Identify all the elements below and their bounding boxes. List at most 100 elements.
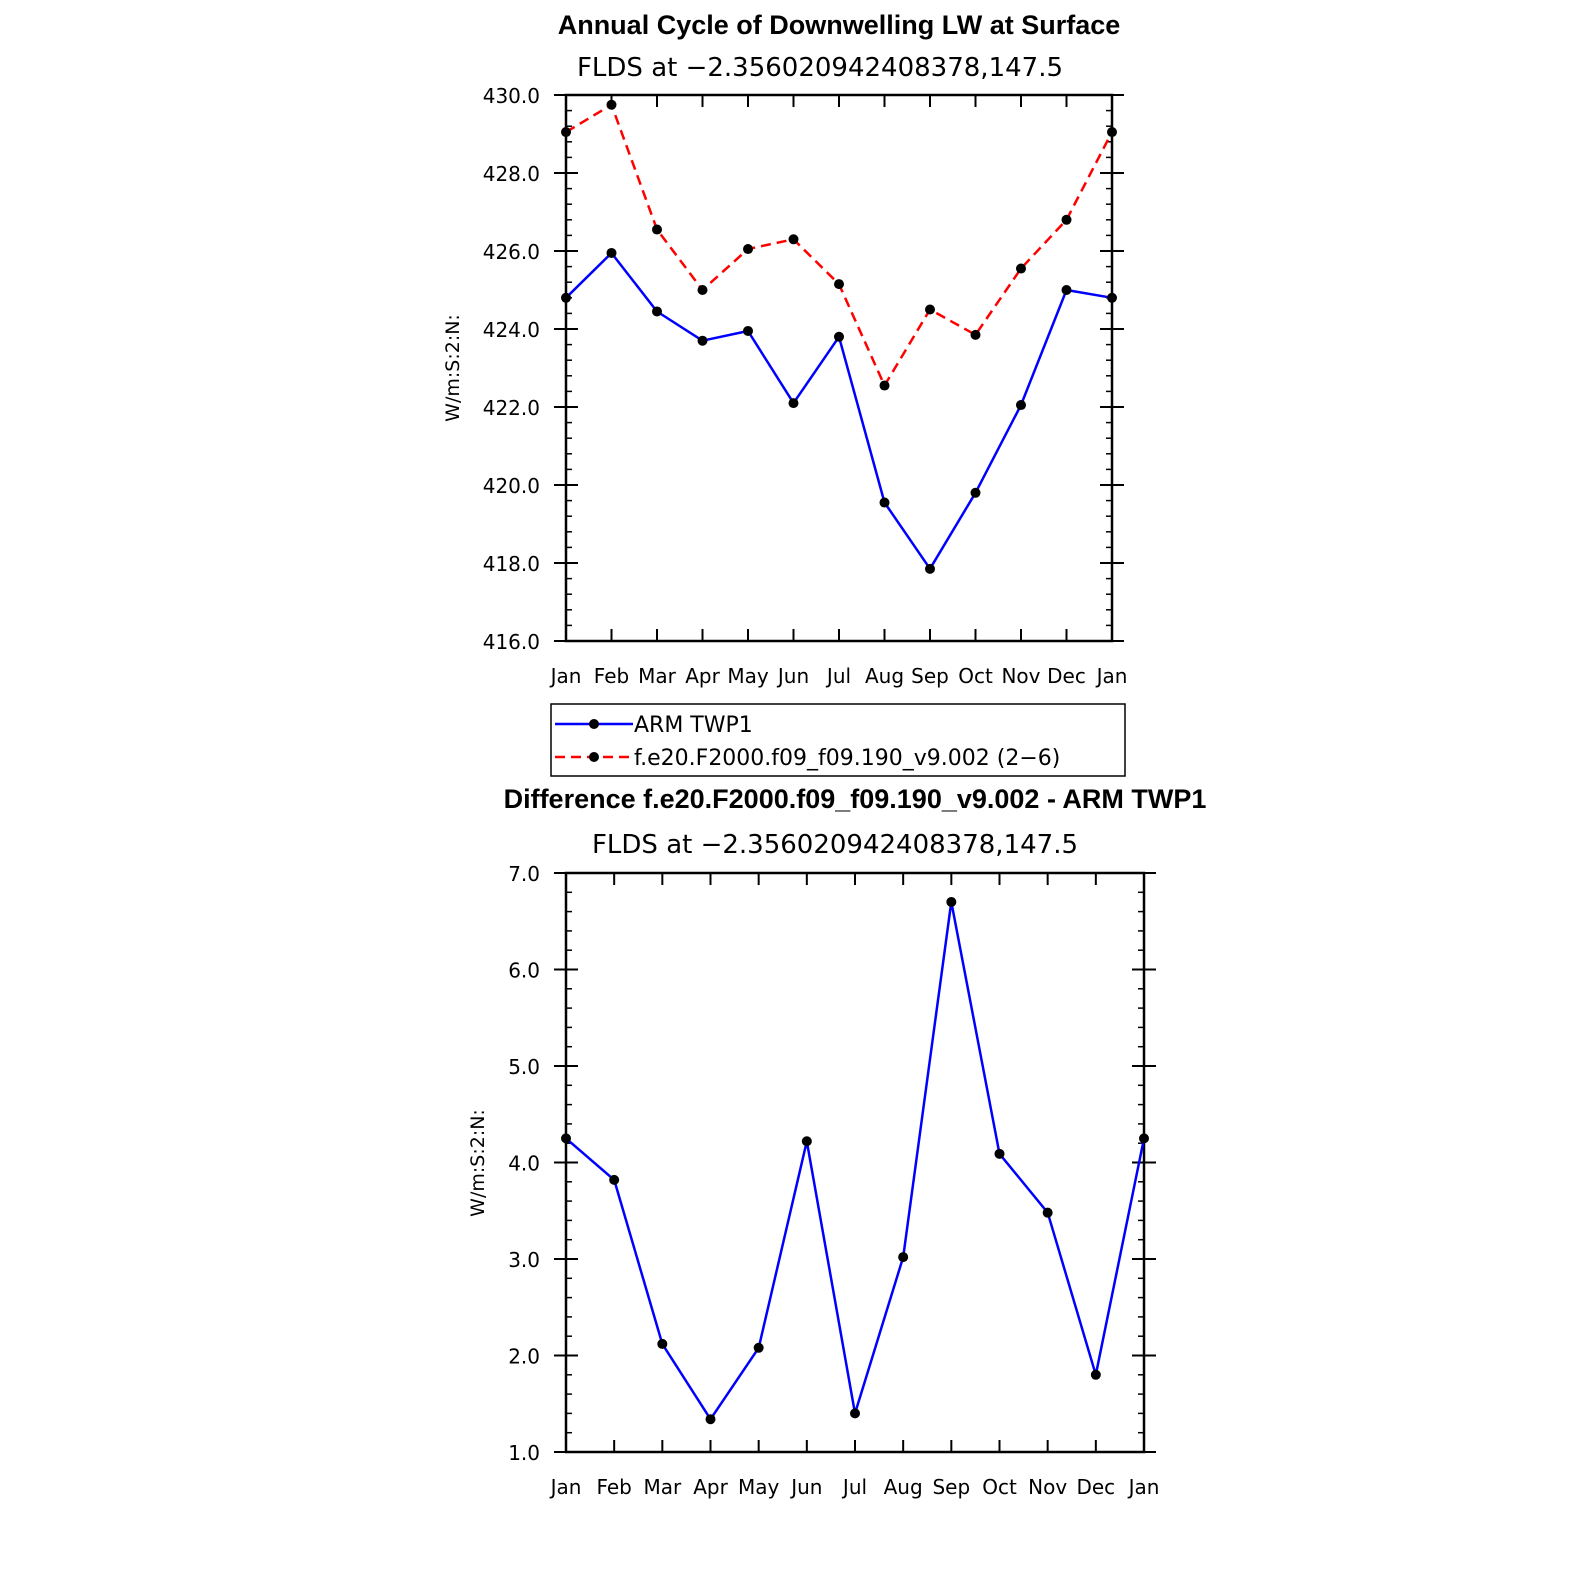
chart1-series-1-point [1016,400,1026,411]
chart1-series-2-point [1016,263,1026,274]
chart2-series [561,896,1149,1425]
chart2-series-1-point [850,1408,860,1419]
chart2-x-tick-label: Jan [549,1475,582,1499]
chart2-y-tick-label: 5.0 [508,1055,540,1079]
chart1-series-1-point [561,292,571,303]
chart1-series-2-point [606,99,617,110]
chart2-ticks: Jan Feb Mar Apr May Jun Jul Aug Sep Oct Nov Dec Jan 1… [508,862,1159,1499]
chart2-x-tick-label: Sep [932,1475,970,1499]
chart2-x-tick-label: Apr [693,1475,728,1499]
chart2-series-1-point [657,1338,668,1349]
legend-frame [550,703,1126,777]
difference-chart: Difference f.e20.F2000.f09_f09.190_v9.00… [467,784,1206,1499]
chart2-x-tick-label: Aug [884,1475,923,1499]
chart2-series-1-point [946,896,957,907]
chart1-series-2-point [652,224,662,235]
chart1-series-2-point [834,279,844,290]
chart2-x-tick-label: Jul [841,1475,867,1499]
legend-label-series-1: ARM TWP1 [634,713,753,738]
chart1-series-1-point [743,325,753,336]
chart1-series-2-point [1107,127,1117,138]
chart1-y-axis-label: W/m:S:2:N: [442,314,464,422]
chart1-series-1-point [1061,285,1072,295]
chart1-x-tick-label: Sep [911,664,949,688]
chart2-y-tick-label: 7.0 [508,862,540,886]
chart2-x-tick-label: Nov [1028,1475,1067,1499]
chart2-x-tick-label: Jan [1127,1475,1160,1499]
chart2-x-tick-label: Jun [789,1475,822,1499]
chart2-series-1-point [994,1148,1005,1159]
chart2-series-1-point [801,1136,812,1147]
chart2-y-tick-label: 1.0 [508,1441,540,1465]
chart1-series-1-line [565,251,1113,571]
chart1-x-tick-label: Jan [549,664,582,688]
chart2-series-1-line [565,900,1146,1421]
chart2-x-tick-label: Feb [596,1475,631,1499]
chart1-x-tick-label: Dec [1047,664,1086,688]
chart2-title: Difference f.e20.F2000.f09_f09.190_v9.00… [504,784,1207,814]
chart1-x-tick-label: Oct [958,664,993,688]
chart1-series-1-point [834,331,844,342]
legend-marker-series-2 [589,752,599,762]
chart2-y-tick-label: 3.0 [508,1248,540,1272]
chart1-y-tick-label: 418.0 [483,552,540,576]
chart1-series-2-point [697,285,708,295]
chart1-series-1-point [925,563,935,574]
annual-cycle-chart: Annual Cycle of Downwelling LW at Surfac… [442,10,1128,777]
chart1-x-tick-label: Apr [685,664,720,688]
chart2-series-1-point [561,1133,571,1144]
chart1-series-2-point [970,329,981,340]
chart1-x-tick-label: Feb [594,664,629,688]
chart2-y-tick-label: 4.0 [508,1152,540,1176]
chart2-series-1-point [705,1414,716,1425]
chart2-x-tick-label: May [738,1475,780,1499]
chart2-y-axis-label: W/m:S:2:N: [467,1109,489,1217]
chart1-x-tick-label: Jul [825,664,851,688]
chart2-y-tick-label: 2.0 [508,1345,540,1369]
chart1-series-1-point [652,306,662,317]
chart2-x-tick-label: Dec [1076,1475,1115,1499]
chart2-series-1-point [1090,1369,1101,1380]
chart1-series-1-point [697,335,708,346]
chart1-series-2-point [1061,214,1072,225]
chart1-x-tick-label: May [727,664,769,688]
chart1-series-1-point [788,398,799,409]
chart1-series-2-point [561,127,571,138]
chart1-y-tick-label: 416.0 [483,630,540,654]
chart1-series-2-point [743,244,753,255]
chart2-x-tick-label: Mar [643,1475,682,1499]
chart1-plot-frame [564,93,1114,643]
chart1-legend: ARM TWP1 f.e20.F2000.f09_f09.190_v9.002 … [550,703,1126,777]
chart1-title: Annual Cycle of Downwelling LW at Surfac… [558,10,1121,40]
chart2-x-tick-label: Oct [982,1475,1017,1499]
chart2-series-1-point [1042,1207,1053,1218]
chart1-subtitle: FLDS at −2.356020942408378,147.5 [577,53,1063,83]
chart1-series-2-point [788,234,799,245]
chart1-series-2-point [925,304,935,315]
chart1-x-tick-label: Aug [865,664,904,688]
chart1-y-tick-label: 422.0 [483,396,540,420]
chart1-series-1-point [970,487,981,498]
chart2-subtitle: FLDS at −2.356020942408378,147.5 [592,830,1078,860]
chart1-series-1-point [1107,292,1117,303]
chart1-series [561,99,1117,574]
chart1-y-tick-label: 420.0 [483,474,540,498]
chart1-series-1-point [879,497,890,508]
chart1-y-tick-label: 430.0 [483,84,540,108]
chart1-x-tick-label: Jun [776,664,809,688]
chart1-series-2-point [879,380,890,391]
chart2-series-1-point [753,1342,764,1353]
chart2-series-1-point [898,1252,909,1263]
chart1-x-tick-label: Mar [638,664,677,688]
chart2-y-tick-label: 6.0 [508,959,540,983]
chart2-series-1-point [1139,1133,1149,1144]
legend-label-series-2: f.e20.F2000.f09_f09.190_v9.002 (2−6) [634,746,1060,771]
chart1-series-1-point [606,247,617,258]
chart1-y-tick-label: 426.0 [483,240,540,264]
legend-marker-series-1 [589,719,599,729]
chart1-x-tick-label: Jan [1095,664,1128,688]
chart2-series-1-point [609,1174,620,1185]
chart1-x-tick-label: Nov [1001,664,1040,688]
chart1-y-tick-label: 428.0 [483,162,540,186]
